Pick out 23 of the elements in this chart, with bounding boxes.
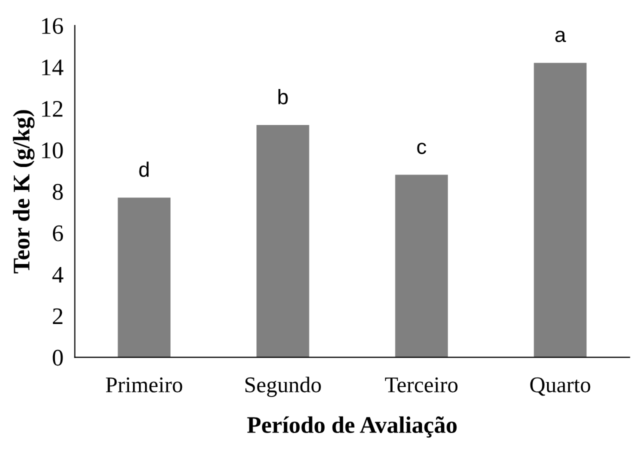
bar <box>534 62 587 358</box>
annotation: b <box>278 89 288 104</box>
x-tick-label: Terceiro <box>385 377 458 392</box>
y-tick-label: 0 <box>52 350 63 366</box>
y-tick-label: 12 <box>42 101 62 117</box>
y-tick-label: 16 <box>42 18 63 34</box>
annotation: a <box>555 30 566 42</box>
y-tick-label: 6 <box>52 225 63 242</box>
bar <box>395 174 448 358</box>
bar <box>118 198 171 358</box>
y-axis-title: Teor de K (g/kg) <box>12 110 35 274</box>
y-tick-label: 2 <box>52 308 62 324</box>
x-tick-label: Segundo <box>245 376 321 397</box>
y-tick-label: 4 <box>52 266 64 283</box>
x-axis-title: Período de Avaliação <box>247 416 457 438</box>
y-tick-label: 8 <box>52 184 63 200</box>
y-tick-label: 10 <box>42 142 63 158</box>
annotation: d <box>139 162 149 177</box>
x-tick-label: Primeiro <box>106 377 182 392</box>
bar <box>256 125 310 358</box>
x-tick-label: Quarto <box>530 377 590 396</box>
annotation: c <box>417 142 426 154</box>
y-tick-label: 14 <box>42 60 64 76</box>
